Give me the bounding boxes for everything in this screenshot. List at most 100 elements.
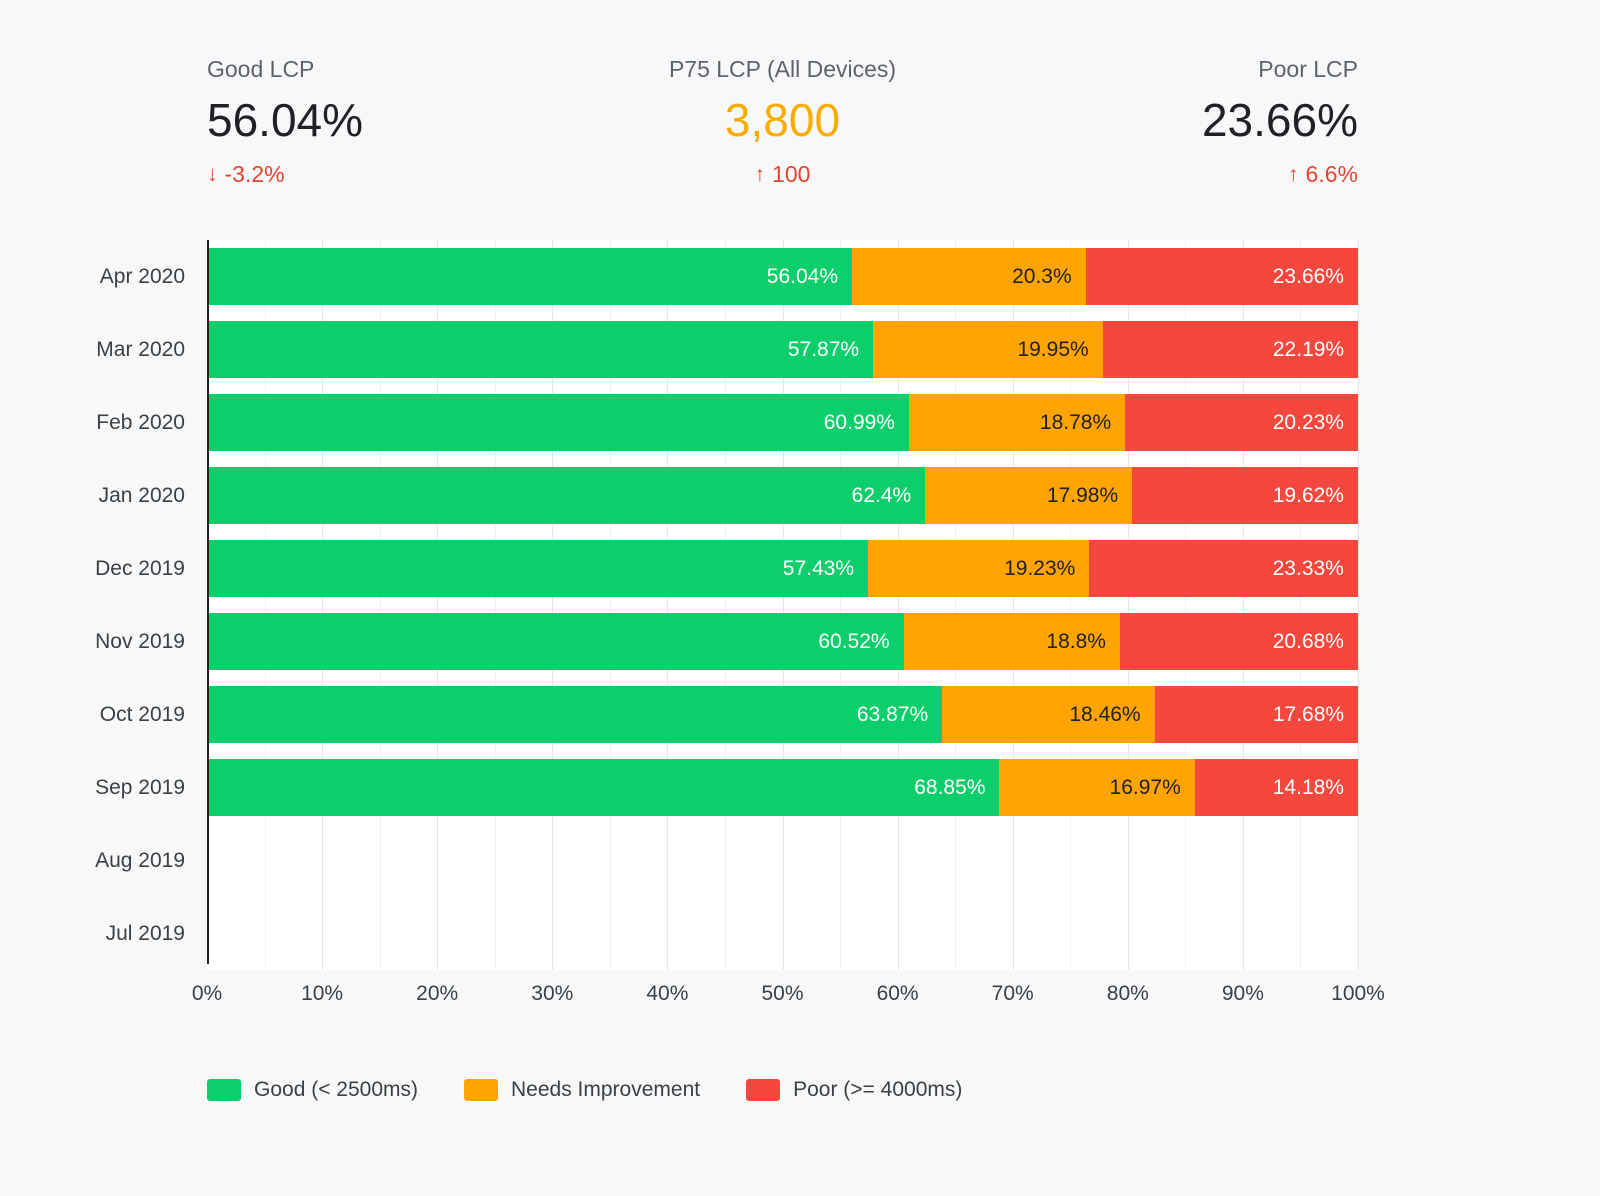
gridline — [955, 240, 957, 970]
bar-segment-poor[interactable]: 20.23% — [1125, 394, 1358, 451]
kpi-poor-value: 23.66% — [1201, 94, 1358, 146]
x-tick-label: 0% — [191, 982, 223, 1005]
bar-segment-poor[interactable]: 14.18% — [1194, 759, 1358, 816]
bar-segment-good[interactable]: 57.43% — [207, 540, 869, 597]
bar-segment-value: 57.87% — [787, 337, 860, 361]
bar-segment-needs_improvement[interactable]: 19.95% — [873, 321, 1103, 378]
bar-segment-needs_improvement[interactable]: 19.23% — [868, 540, 1090, 597]
bar-segment-value: 20.23% — [1272, 410, 1344, 434]
bar-segment-needs_improvement[interactable]: 18.46% — [942, 686, 1155, 743]
category-label: Dec 2019 — [95, 557, 185, 580]
bar-segment-value: 60.52% — [818, 629, 890, 653]
gridline — [782, 240, 784, 970]
bar-segment-value: 19.95% — [1017, 337, 1089, 361]
legend-item-poor[interactable]: Poor (>= 4000ms) — [746, 1078, 962, 1102]
bar-segment-needs_improvement[interactable]: 16.97% — [999, 759, 1195, 816]
bar-segment-poor[interactable]: 19.62% — [1132, 467, 1358, 524]
category-label: Jul 2019 — [105, 922, 185, 945]
lcp-stacked-bar-chart: Apr 2020 Mar 2020 Feb 2020 Jan 2020 Dec 2019… — [0, 240, 1600, 1030]
x-tick-label: 50% — [761, 982, 804, 1005]
x-tick-label: 20% — [416, 982, 459, 1005]
bar-segment-poor[interactable]: 23.33% — [1089, 540, 1358, 597]
down-arrow-icon: ↓ — [207, 163, 218, 186]
bar-segment-value: 20.68% — [1272, 629, 1344, 653]
y-axis-labels: Apr 2020 Mar 2020 Feb 2020 Jan 2020 Dec 2019… — [0, 240, 207, 970]
gridline — [724, 240, 726, 970]
bar-segment-value: 57.43% — [782, 556, 855, 580]
bar-segment-poor[interactable]: 17.68% — [1154, 686, 1359, 743]
plot-area: 56.04% 20.3% 23.66% 57.87% 19.95% 22.19% 60.99… — [207, 240, 1359, 970]
bar-segment-poor[interactable]: 20.68% — [1119, 613, 1358, 670]
kpi-poor-delta: ↑ 6.6% — [1288, 161, 1358, 188]
bar-segment-good[interactable]: 60.99% — [207, 394, 909, 451]
bar-segment-good[interactable]: 68.85% — [207, 759, 1000, 816]
bar-segment-value: 18.8% — [1046, 629, 1106, 653]
category-label: Feb 2020 — [96, 411, 185, 434]
up-arrow-icon: ↑ — [754, 163, 766, 186]
legend-label: Good (< 2500ms) — [254, 1078, 419, 1101]
bar-segment-needs_improvement[interactable]: 18.8% — [903, 613, 1120, 670]
kpi-p75-delta-value: 100 — [772, 161, 811, 187]
x-tick-label: 60% — [876, 982, 919, 1005]
gridline — [552, 240, 554, 970]
gridline — [379, 240, 381, 970]
bar-segment-poor[interactable]: 22.19% — [1102, 321, 1359, 378]
x-axis: 0% 10% 20% 30% 40% 50% 60% 70% 80% 90% 100% — [192, 982, 1385, 1014]
legend-swatch-poor — [746, 1079, 781, 1101]
bar-segment-poor[interactable]: 23.66% — [1085, 248, 1358, 305]
bar-segment-value: 23.33% — [1272, 556, 1344, 580]
category-label: Mar 2020 — [96, 338, 185, 361]
gridline — [897, 240, 899, 970]
bar-segment-good[interactable]: 63.87% — [207, 686, 943, 743]
bar-segment-value: 23.66% — [1272, 264, 1344, 288]
kpi-p75-lcp: P75 LCP (All Devices) 3,800 ↑ 100 — [669, 56, 896, 188]
legend-item-needs_improvement[interactable]: Needs Improvement — [464, 1078, 700, 1102]
bar-segment-value: 56.04% — [766, 264, 839, 288]
bar-segment-needs_improvement[interactable]: 17.98% — [925, 467, 1133, 524]
kpi-good-delta: ↓ -3.2% — [207, 161, 363, 188]
chart-legend: Good (< 2500ms) Needs Improvement Poor (>=… — [207, 1078, 962, 1102]
category-label: Nov 2019 — [95, 630, 185, 653]
bar-segment-good[interactable]: 57.87% — [207, 321, 874, 378]
y-axis-line — [207, 240, 209, 964]
bar-segment-good[interactable]: 62.4% — [207, 467, 926, 524]
bar-segment-good[interactable]: 56.04% — [207, 248, 853, 305]
gridline — [1185, 240, 1187, 970]
kpi-poor-lcp: Poor LCP 23.66% ↑ 6.6% — [1202, 56, 1358, 188]
bar-segment-value: 18.78% — [1039, 410, 1112, 434]
x-tick-label: 90% — [1221, 982, 1264, 1005]
bar-segment-value: 68.85% — [914, 775, 986, 799]
category-label: Sep 2019 — [95, 776, 185, 799]
category-label: Jan 2020 — [98, 484, 185, 507]
bar-segment-value: 62.4% — [851, 483, 912, 507]
x-tick-label: 100% — [1331, 982, 1385, 1005]
category-label: Apr 2020 — [99, 265, 185, 288]
gridline — [1012, 240, 1014, 970]
bar-segment-value: 22.19% — [1272, 337, 1345, 361]
bar-segment-needs_improvement[interactable]: 18.78% — [908, 394, 1126, 451]
x-tick-label: 70% — [991, 982, 1034, 1005]
gridline — [437, 240, 439, 970]
bar-segment-good[interactable]: 60.52% — [207, 613, 904, 670]
gridline — [494, 240, 496, 970]
bar-segment-needs_improvement[interactable]: 20.3% — [852, 248, 1086, 305]
kpi-poor-delta-value: 6.6% — [1305, 161, 1358, 187]
kpi-p75-label: P75 LCP (All Devices) — [668, 56, 897, 82]
kpi-p75-delta: ↑ 100 — [755, 161, 811, 188]
legend-label: Poor (>= 4000ms) — [793, 1078, 963, 1101]
gridline — [264, 240, 266, 970]
category-label: Aug 2019 — [95, 849, 185, 872]
gridline — [840, 240, 842, 970]
legend-item-good[interactable]: Good (< 2500ms) — [207, 1078, 418, 1102]
bar-segment-value: 17.68% — [1272, 702, 1345, 726]
kpi-poor-label: Poor LCP — [1258, 56, 1358, 82]
legend-swatch-needs_improvement — [464, 1079, 499, 1101]
bar-segment-value: 19.62% — [1272, 483, 1344, 507]
legend-swatch-good — [207, 1079, 241, 1101]
kpi-good-lcp: Good LCP 56.04% ↓ -3.2% — [207, 56, 363, 188]
gridline — [1127, 240, 1129, 970]
gridline — [609, 240, 611, 970]
bar-segment-value: 63.87% — [856, 702, 929, 726]
gridline — [1070, 240, 1072, 970]
